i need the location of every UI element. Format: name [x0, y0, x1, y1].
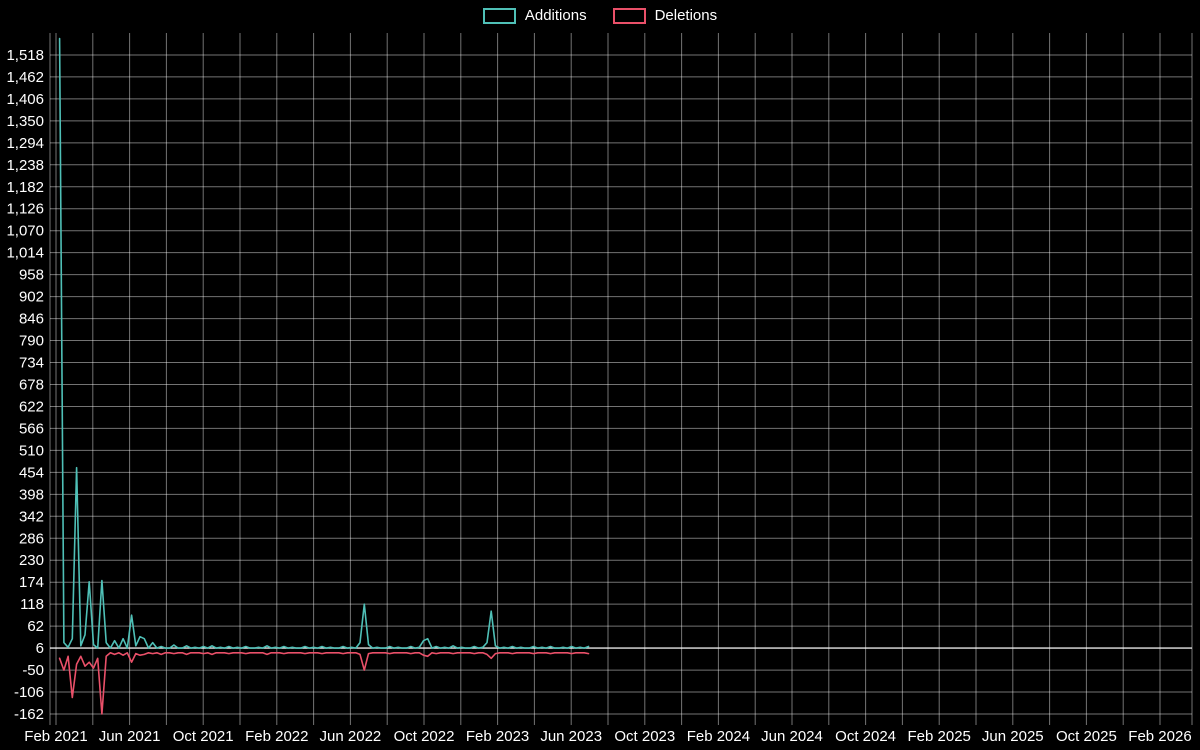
x-tick-label: Oct 2023 [614, 728, 675, 745]
y-tick-label: 454 [19, 464, 44, 481]
y-tick-label: 1,070 [6, 223, 44, 240]
y-tick-label: 846 [19, 311, 44, 328]
y-tick-label: 678 [19, 376, 44, 393]
x-tick-label: Oct 2025 [1056, 728, 1117, 745]
series-lines [58, 37, 590, 715]
x-tick-label: Feb 2022 [245, 728, 308, 745]
y-tick-label: 118 [20, 596, 44, 613]
y-tick-label: 566 [19, 420, 44, 437]
y-tick-label: 1,294 [6, 135, 44, 152]
x-tick-label: Feb 2021 [24, 728, 87, 745]
y-tick-label: -50 [22, 662, 44, 679]
gridlines [49, 33, 1193, 725]
y-tick-label: 1,182 [6, 179, 44, 196]
x-tick-label: Jun 2021 [99, 728, 161, 745]
y-tick-label: 1,126 [6, 201, 44, 218]
y-tick-label: 62 [27, 618, 44, 635]
x-tick-label: Oct 2021 [173, 728, 234, 745]
x-tick-label: Feb 2026 [1128, 728, 1191, 745]
y-tick-label: 958 [19, 267, 44, 284]
deletions-swatch [612, 7, 646, 24]
legend-label-deletions: Deletions [654, 7, 718, 24]
x-tick-label: Feb 2024 [687, 728, 750, 745]
y-tick-label: 1,518 [6, 47, 44, 64]
y-tick-label: 230 [19, 552, 44, 569]
x-tick-label: Jun 2023 [540, 728, 602, 745]
chart-legend: Additions Deletions [0, 7, 1200, 24]
y-tick-label: 1,014 [6, 245, 44, 262]
y-tick-label: 902 [19, 289, 44, 306]
y-axis-labels: -162 -106 -50 6 62 118 174 230 286 342 398 454 510 56… [6, 47, 44, 723]
x-tick-label: Jun 2024 [761, 728, 823, 745]
y-tick-label: 790 [19, 333, 44, 350]
y-tick-label: 1,350 [6, 113, 44, 130]
y-tick-label: 6 [36, 640, 44, 657]
y-tick-label: 622 [19, 398, 44, 415]
x-tick-label: Jun 2025 [982, 728, 1044, 745]
y-tick-label: 1,238 [6, 157, 44, 174]
x-tick-label: Oct 2022 [394, 728, 455, 745]
y-tick-label: 342 [19, 508, 44, 525]
x-tick-label: Oct 2024 [835, 728, 896, 745]
legend-item-deletions[interactable]: Deletions [612, 7, 718, 24]
additions-swatch [482, 7, 516, 24]
y-tick-label: 398 [19, 486, 44, 503]
y-tick-label: 286 [19, 530, 44, 547]
legend-item-additions[interactable]: Additions [482, 7, 587, 24]
x-tick-label: Feb 2025 [908, 728, 971, 745]
y-tick-label: -162 [14, 706, 44, 723]
additions-line [58, 37, 590, 649]
x-tick-label: Feb 2023 [466, 728, 529, 745]
y-tick-label: 174 [19, 574, 44, 591]
deletions-line [58, 651, 590, 715]
y-tick-label: -106 [14, 684, 44, 701]
x-axis-labels: Feb 2021 Jun 2021 Oct 2021 Feb 2022 Jun 2022… [24, 728, 1191, 745]
y-tick-label: 1,462 [6, 69, 44, 86]
legend-label-additions: Additions [524, 7, 587, 24]
y-tick-label: 1,406 [6, 91, 44, 108]
y-tick-label: 510 [19, 442, 44, 459]
y-tick-label: 734 [19, 355, 44, 372]
x-tick-label: Jun 2022 [320, 728, 382, 745]
